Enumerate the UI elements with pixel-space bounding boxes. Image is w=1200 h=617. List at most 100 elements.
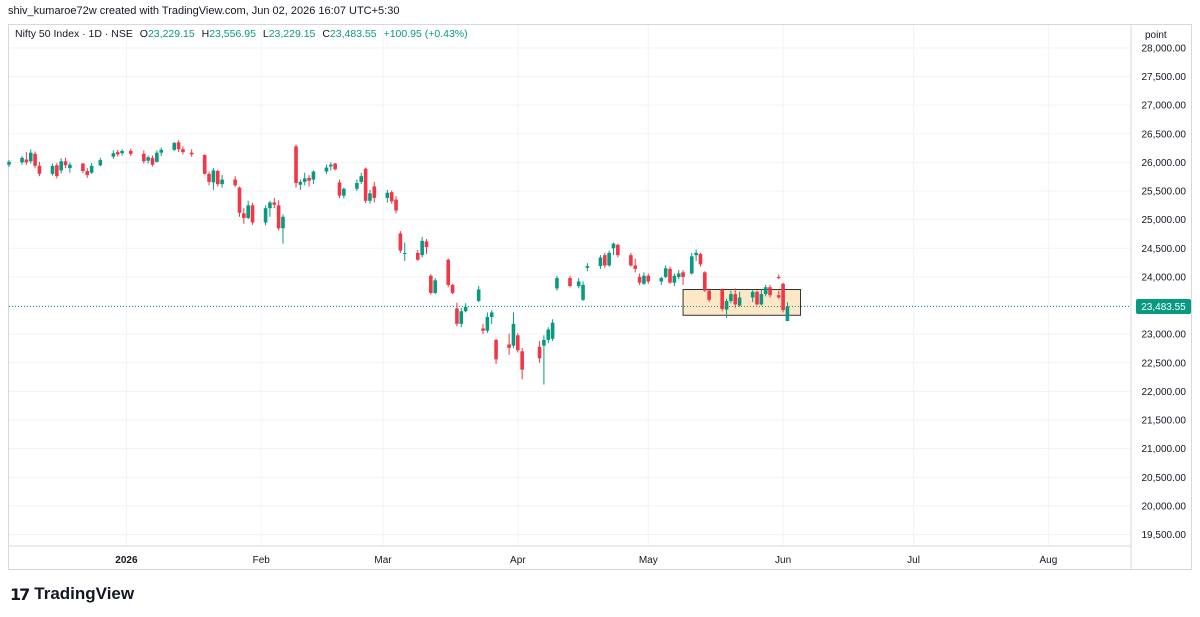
x-tick-label: Aug — [1039, 555, 1057, 566]
candle-body — [233, 179, 237, 186]
candle-body — [372, 186, 377, 198]
candle-down — [242, 208, 246, 224]
candle-body — [394, 199, 398, 211]
candle-body — [729, 294, 733, 301]
candle-body — [337, 182, 342, 196]
y-tick-label: 20,500.00 — [1142, 473, 1187, 484]
candle-body — [98, 160, 103, 166]
candle-body — [20, 157, 24, 163]
candle-down — [81, 162, 85, 174]
candle-body — [389, 192, 394, 202]
candle-up — [324, 164, 329, 174]
candle-down — [215, 169, 220, 187]
candle-up — [172, 141, 177, 151]
candle-body — [355, 183, 359, 189]
candle-body — [307, 177, 311, 181]
candle-body — [363, 168, 368, 201]
low-value: 23,229.15 — [268, 28, 316, 40]
candle-body — [763, 287, 768, 295]
x-tick-label: May — [639, 555, 658, 566]
candle-body — [324, 167, 329, 172]
candle-up — [476, 286, 481, 303]
candle-down — [494, 338, 498, 364]
symbol-label[interactable]: Nifty 50 Index · 1D · NSE — [15, 28, 133, 40]
candle-body — [637, 276, 642, 283]
candle-down — [202, 154, 207, 175]
candle-down — [150, 155, 155, 167]
candle-body — [776, 276, 781, 279]
candle-body — [681, 272, 685, 277]
candle-body — [359, 176, 364, 182]
candle-body — [111, 153, 116, 157]
y-tick-label: 23,000.00 — [1142, 330, 1187, 341]
open-value: 23,229.15 — [147, 28, 195, 40]
candle-up — [7, 160, 11, 167]
candle-body — [463, 306, 468, 312]
candle-down — [233, 176, 237, 188]
candle-up — [68, 162, 72, 173]
candle-up — [120, 149, 124, 156]
candle-down — [450, 283, 455, 295]
candle-up — [111, 150, 116, 159]
x-tick-label: Mar — [374, 555, 392, 566]
x-tick-label: Apr — [510, 555, 526, 566]
candle-body — [302, 178, 307, 182]
x-tick-label: 2026 — [115, 555, 138, 566]
price-unit-label[interactable]: point — [1145, 30, 1167, 41]
candle-body — [37, 165, 42, 174]
ohlc-legend: Nifty 50 Index · 1D · NSE O23,229.15 H23… — [15, 28, 468, 40]
y-tick-label: 25,000.00 — [1142, 215, 1187, 226]
candle-body — [176, 142, 181, 150]
candle-up — [546, 327, 551, 344]
y-tick-label: 27,500.00 — [1142, 72, 1187, 83]
candle-up — [750, 289, 755, 303]
candle-body — [629, 255, 633, 266]
candle-body — [33, 153, 37, 166]
candle-down — [520, 347, 524, 380]
candle-up — [511, 312, 516, 348]
candle-body — [511, 323, 516, 346]
candle-body — [707, 290, 711, 300]
candle-down — [481, 323, 485, 335]
footer-logo[interactable]: 17 TradingView — [10, 584, 134, 604]
candle-up — [263, 205, 268, 226]
candle-body — [616, 244, 620, 256]
candle-body — [724, 300, 729, 310]
candle-down — [707, 289, 711, 303]
x-tick-label: Jun — [775, 555, 791, 566]
candle-up — [555, 275, 559, 291]
candle-down — [337, 179, 342, 198]
candle-up — [359, 172, 364, 185]
candle-up — [433, 278, 437, 295]
candle-down — [633, 258, 638, 273]
candle-body — [24, 159, 29, 163]
candle-body — [142, 153, 146, 162]
candle-body — [246, 205, 250, 218]
y-tick-label: 21,500.00 — [1142, 416, 1187, 427]
candle-up — [689, 252, 694, 275]
candle-body — [737, 297, 742, 306]
candle-body — [663, 268, 668, 277]
candle-down — [733, 288, 738, 308]
candle-body — [537, 346, 542, 359]
last-price-label: 23,483.55 — [1141, 302, 1186, 313]
candle-up — [355, 179, 359, 192]
candle-body — [159, 149, 164, 153]
candle-body — [768, 287, 772, 296]
candle-up — [146, 155, 150, 164]
candle-body — [494, 339, 498, 360]
candle-down — [394, 196, 398, 214]
candle-body — [415, 252, 420, 260]
candle-body — [781, 283, 785, 311]
y-tick-label: 27,000.00 — [1142, 101, 1187, 112]
candle-up — [576, 278, 581, 289]
candle-up — [28, 149, 33, 164]
candle-body — [242, 213, 246, 218]
candle-body — [542, 339, 546, 346]
candle-body — [476, 289, 481, 301]
candle-body — [55, 165, 59, 177]
candle-up — [329, 162, 333, 171]
candle-body — [672, 275, 677, 283]
candle-down — [755, 290, 759, 306]
